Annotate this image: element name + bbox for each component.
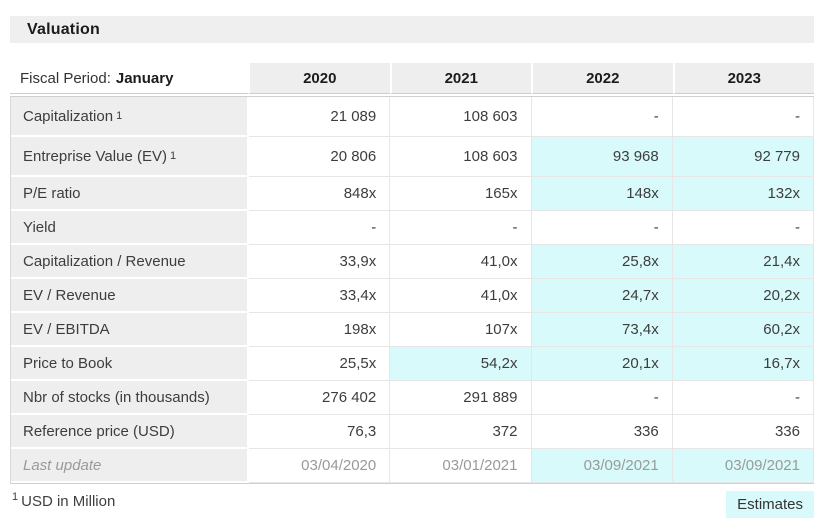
- value-cell: 03/01/2021: [390, 449, 532, 483]
- row-label: EV / Revenue: [11, 279, 249, 313]
- year-column-header: 2023: [672, 63, 814, 94]
- value-cell: 108 603: [390, 97, 532, 137]
- row-label: Entreprise Value (EV) 1: [11, 137, 249, 177]
- row-label: Nbr of stocks (in thousands): [11, 381, 249, 415]
- value-cell: 198x: [249, 313, 391, 347]
- value-cell: 336: [531, 415, 673, 449]
- value-cell: -: [672, 381, 814, 415]
- value-cell: 60,2x: [672, 313, 814, 347]
- value-cell: 107x: [390, 313, 532, 347]
- value-cell: -: [249, 211, 391, 245]
- value-cell: 25,5x: [249, 347, 391, 381]
- value-cell: 372: [390, 415, 532, 449]
- estimates-badge: Estimates: [726, 491, 814, 518]
- table-header-row: Fiscal Period: January 2020 2021 2022 20…: [10, 63, 814, 94]
- value-cell: 20 806: [249, 137, 391, 177]
- value-cell: 76,3: [249, 415, 391, 449]
- value-cell: -: [531, 211, 673, 245]
- value-cell: 24,7x: [531, 279, 673, 313]
- row-label: P/E ratio: [11, 177, 249, 211]
- value-cell: 21 089: [249, 97, 391, 137]
- value-cell: 20,2x: [672, 279, 814, 313]
- value-cell: 291 889: [390, 381, 532, 415]
- value-cell: 54,2x: [390, 347, 532, 381]
- row-label: Yield: [11, 211, 249, 245]
- value-cell: 20,1x: [531, 347, 673, 381]
- value-cell: 132x: [672, 177, 814, 211]
- value-cell: 73,4x: [531, 313, 673, 347]
- value-cell: 848x: [249, 177, 391, 211]
- value-cell: -: [531, 381, 673, 415]
- row-label: Capitalization / Revenue: [11, 245, 249, 279]
- fiscal-period-cell: Fiscal Period: January: [10, 63, 248, 94]
- value-cell: -: [672, 97, 814, 137]
- value-cell: 25,8x: [531, 245, 673, 279]
- value-cell: 03/04/2020: [249, 449, 391, 483]
- value-cell: 276 402: [249, 381, 391, 415]
- value-cell: 41,0x: [390, 279, 532, 313]
- fiscal-period-label: Fiscal Period:: [20, 69, 111, 87]
- footnote-text: USD in Million: [21, 493, 116, 510]
- value-cell: 93 968: [531, 137, 673, 177]
- table-body: Capitalization 1 21 089 108 603- - Entreprise…: [10, 96, 814, 484]
- row-label: Reference price (USD): [11, 415, 249, 449]
- section-title-bar: Valuation: [10, 16, 814, 43]
- year-column-header: 2020: [248, 63, 390, 94]
- row-label: Last update: [11, 449, 249, 483]
- value-cell: 33,9x: [249, 245, 391, 279]
- value-cell: -: [390, 211, 532, 245]
- valuation-table: Fiscal Period: January 2020 2021 2022 20…: [10, 63, 814, 484]
- value-cell: 148x: [531, 177, 673, 211]
- value-cell: 336: [672, 415, 814, 449]
- section-title: Valuation: [27, 20, 100, 38]
- value-cell: 03/09/2021: [531, 449, 673, 483]
- fiscal-period-value: January: [115, 69, 174, 87]
- value-cell: 16,7x: [672, 347, 814, 381]
- row-label: Price to Book: [11, 347, 249, 381]
- value-cell: 108 603: [390, 137, 532, 177]
- value-cell: 33,4x: [249, 279, 391, 313]
- footnote-marker: 1: [12, 491, 19, 503]
- row-label: Capitalization 1: [11, 97, 249, 137]
- value-cell: 21,4x: [672, 245, 814, 279]
- value-cell: 03/09/2021: [672, 449, 814, 483]
- value-cell: -: [531, 97, 673, 137]
- year-column-header: 2021: [389, 63, 531, 94]
- value-cell: -: [672, 211, 814, 245]
- year-column-header: 2022: [531, 63, 673, 94]
- footnote: 1 USD in Million: [10, 491, 115, 510]
- row-label: EV / EBITDA: [11, 313, 249, 347]
- value-cell: 41,0x: [390, 245, 532, 279]
- value-cell: 165x: [390, 177, 532, 211]
- table-footer: 1 USD in Million Estimates: [10, 491, 814, 518]
- value-cell: 92 779: [672, 137, 814, 177]
